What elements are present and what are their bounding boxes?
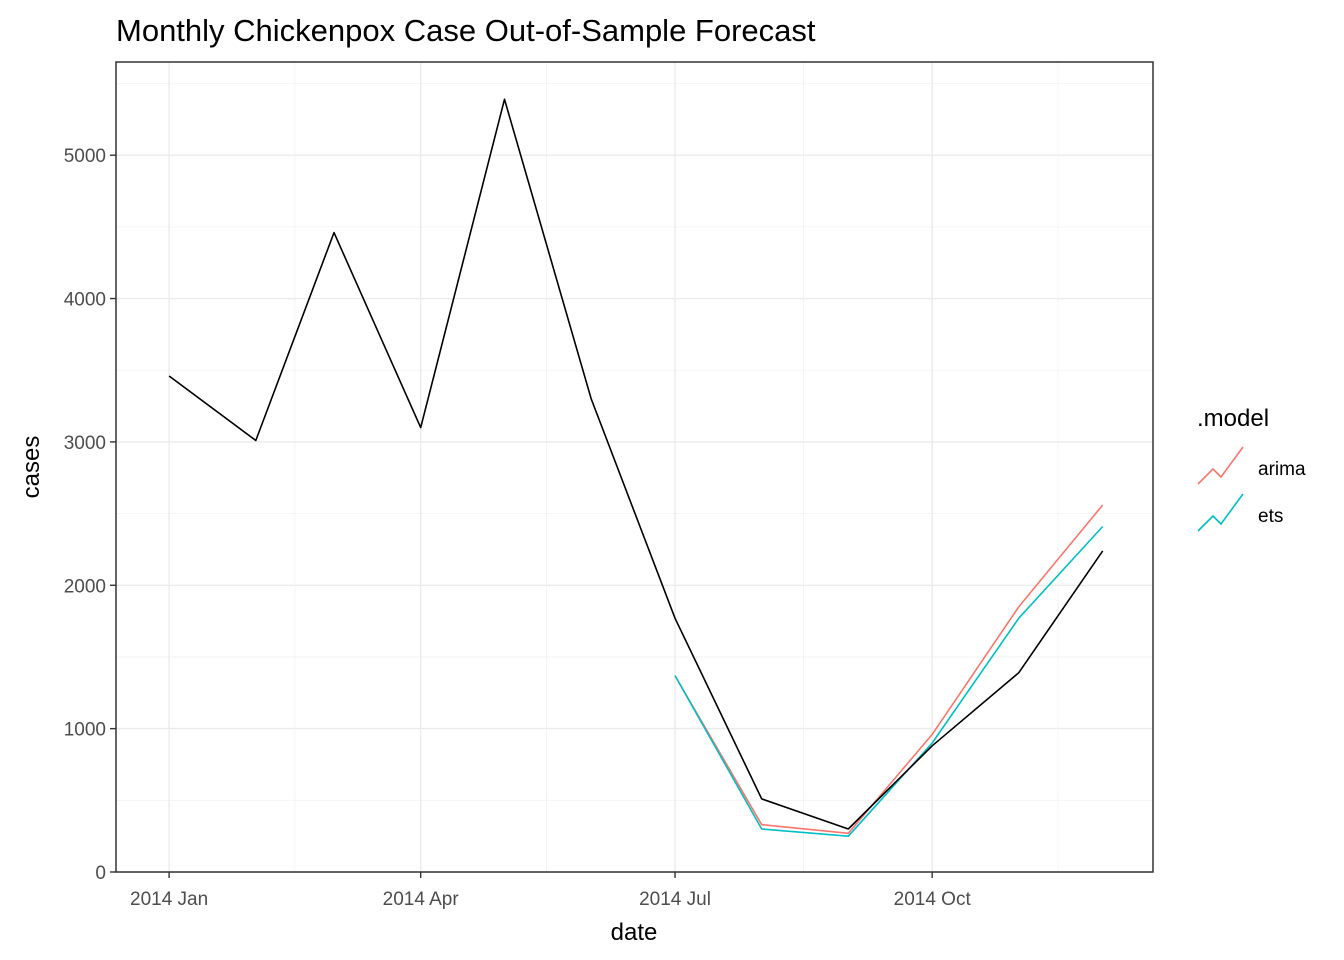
legend-label-ets: ets (1258, 506, 1283, 527)
x-axis: 2014 Jan 2014 Apr 2014 Jul 2014 Oct (130, 872, 971, 910)
y-axis: 0 1000 2000 3000 4000 5000 (64, 146, 116, 884)
legend: .model arima ets (1197, 405, 1306, 532)
series-line-actual (168, 98, 1104, 830)
x-tick-label: 2014 Jan (130, 889, 208, 910)
y-tick-label: 1000 (64, 720, 106, 741)
x-axis-title: date (611, 919, 658, 946)
legend-key-arima (1197, 446, 1244, 485)
grid (116, 62, 1153, 873)
x-tick-label: 2014 Jul (639, 889, 711, 910)
panel-border (115, 61, 1154, 873)
y-axis-title: cases (18, 436, 45, 499)
legend-label-arima: arima (1258, 459, 1306, 480)
y-tick-label: 3000 (64, 433, 106, 454)
legend-key-ets (1197, 493, 1244, 532)
y-tick-label: 2000 (64, 576, 106, 597)
y-tick-label: 4000 (64, 290, 106, 311)
legend-title: .model (1197, 405, 1269, 432)
y-tick-label: 0 (95, 863, 106, 884)
x-tick-label: 2014 Apr (383, 889, 460, 910)
y-tick-label: 5000 (64, 146, 106, 167)
x-tick-label: 2014 Oct (894, 889, 972, 910)
chart-title: Monthly Chickenpox Case Out-of-Sample Fo… (116, 13, 816, 48)
series-line-arima (674, 504, 1104, 835)
series-line-ets (674, 525, 1104, 838)
series-lines (168, 98, 1104, 838)
